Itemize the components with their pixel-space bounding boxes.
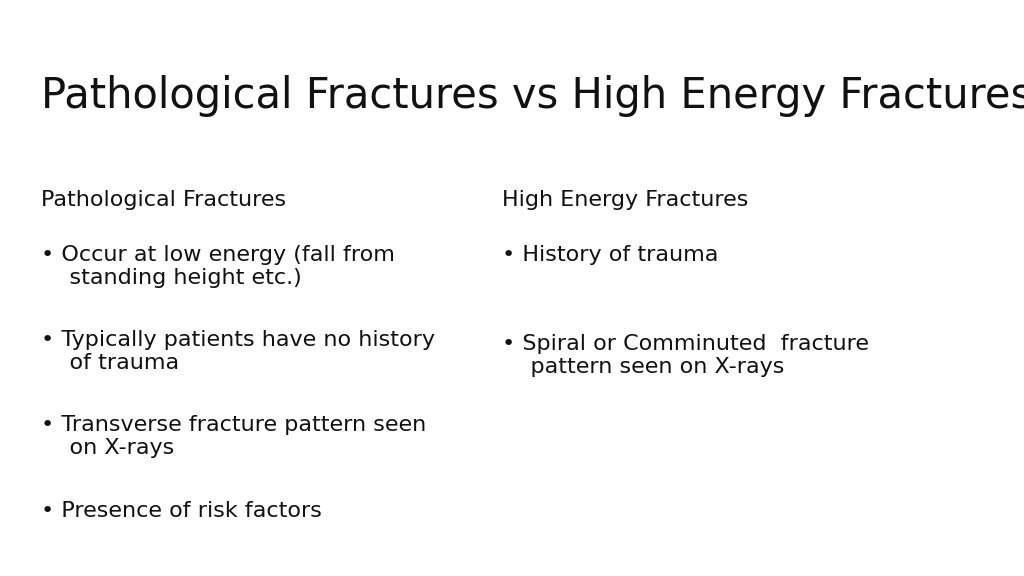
Text: • History of trauma: • History of trauma (502, 245, 718, 265)
Text: • Spiral or Comminuted  fracture
    pattern seen on X-rays: • Spiral or Comminuted fracture pattern … (502, 334, 868, 377)
Text: High Energy Fractures: High Energy Fractures (502, 190, 749, 210)
Text: • Occur at low energy (fall from
    standing height etc.): • Occur at low energy (fall from standin… (41, 245, 395, 288)
Text: Pathological Fractures: Pathological Fractures (41, 190, 286, 210)
Text: Pathological Fractures vs High Energy Fractures: Pathological Fractures vs High Energy Fr… (41, 75, 1024, 117)
Text: • Typically patients have no history
    of trauma: • Typically patients have no history of … (41, 330, 435, 373)
Text: • Presence of risk factors: • Presence of risk factors (41, 501, 322, 521)
Text: • Transverse fracture pattern seen
    on X-rays: • Transverse fracture pattern seen on X-… (41, 415, 426, 458)
